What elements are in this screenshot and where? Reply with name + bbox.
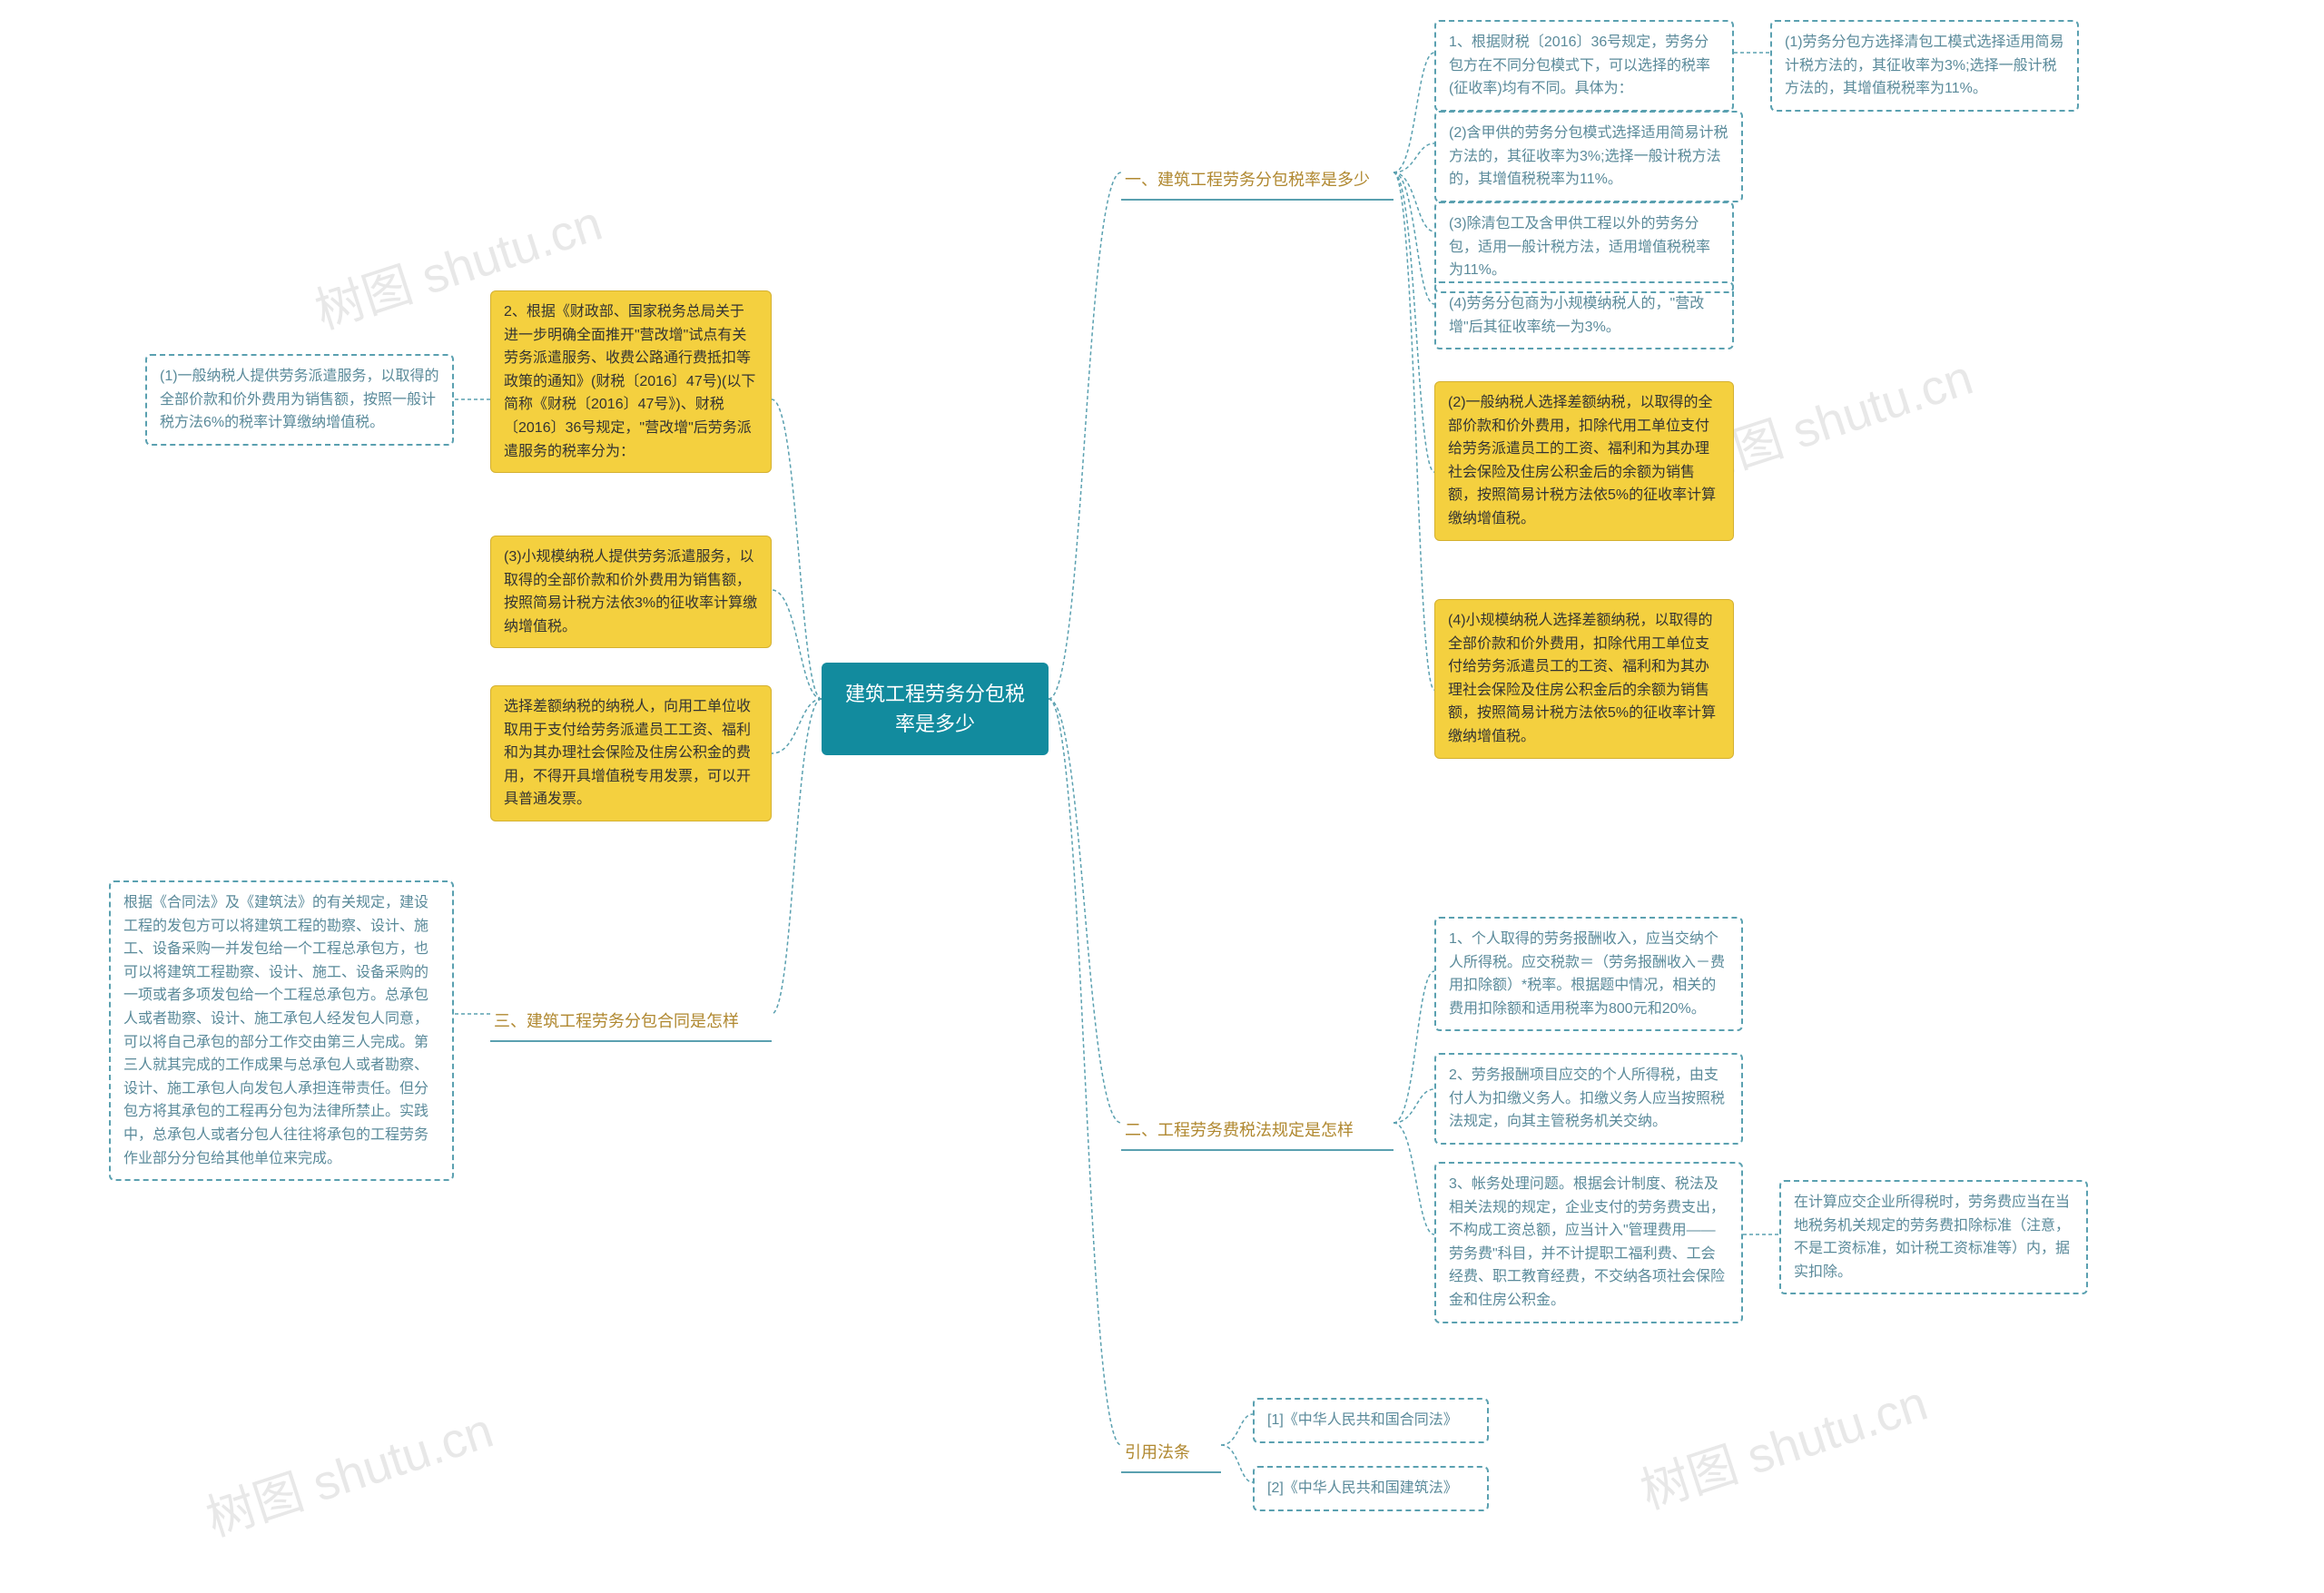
node-l2-1[interactable]: 2、根据《财政部、国家税务总局关于进一步明确全面推开"营改增"试点有关劳务派遣服… bbox=[490, 290, 772, 473]
node-l2-3[interactable]: 选择差额纳税的纳税人，向用工单位收取用于支付给劳务派遣员工工资、福利和为其办理社… bbox=[490, 685, 772, 821]
branch-2[interactable]: 二、工程劳务费税法规定是怎样 bbox=[1121, 1112, 1393, 1151]
branch-4[interactable]: 三、建筑工程劳务分包合同是怎样 bbox=[490, 1003, 772, 1042]
node-r1-5[interactable]: (2)一般纳税人选择差额纳税，以取得的全部价款和价外费用，扣除代用工单位支付给劳… bbox=[1434, 381, 1734, 541]
node-r1-1a[interactable]: (1)劳务分包方选择清包工模式选择适用简易计税方法的，其征收率为3%;选择一般计… bbox=[1770, 20, 2079, 112]
node-r3-2[interactable]: [2]《中华人民共和国建筑法》 bbox=[1253, 1466, 1489, 1511]
branch-3[interactable]: 引用法条 bbox=[1121, 1434, 1221, 1473]
watermark: 树图 shutu.cn bbox=[1630, 1362, 1935, 1522]
node-r2-1[interactable]: 1、个人取得的劳务报酬收入，应当交纳个人所得税。应交税款＝（劳务报酬收入－费用扣… bbox=[1434, 917, 1743, 1031]
node-r1-2[interactable]: (2)含甲供的劳务分包模式选择适用简易计税方法的，其征收率为3%;选择一般计税方… bbox=[1434, 111, 1743, 202]
node-l4-1[interactable]: 根据《合同法》及《建筑法》的有关规定，建设工程的发包方可以将建筑工程的勘察、设计… bbox=[109, 880, 454, 1181]
node-r2-3a[interactable]: 在计算应交企业所得税时，劳务费应当在当地税务机关规定的劳务费扣除标准（注意，不是… bbox=[1779, 1180, 2088, 1294]
node-r1-6[interactable]: (4)小规模纳税人选择差额纳税，以取得的全部价款和价外费用，扣除代用工单位支付给… bbox=[1434, 599, 1734, 759]
node-r3-1[interactable]: [1]《中华人民共和国合同法》 bbox=[1253, 1398, 1489, 1443]
node-r2-2[interactable]: 2、劳务报酬项目应交的个人所得税，由支付人为扣缴义务人。扣缴义务人应当按照税法规… bbox=[1434, 1053, 1743, 1145]
branch-1[interactable]: 一、建筑工程劳务分包税率是多少 bbox=[1121, 162, 1393, 201]
node-r1-3[interactable]: (3)除清包工及含甲供工程以外的劳务分包，适用一般计税方法，适用增值税税率为11… bbox=[1434, 202, 1734, 293]
node-r2-3[interactable]: 3、帐务处理问题。根据会计制度、税法及相关法规的规定，企业支付的劳务费支出，不构… bbox=[1434, 1162, 1743, 1323]
node-r1-4[interactable]: (4)劳务分包商为小规模纳税人的，"营改增"后其征收率统一为3%。 bbox=[1434, 281, 1734, 349]
node-l2-2[interactable]: (3)小规模纳税人提供劳务派遣服务，以取得的全部价款和价外费用为销售额，按照简易… bbox=[490, 536, 772, 648]
node-l2-1a[interactable]: (1)一般纳税人提供劳务派遣服务，以取得的全部价款和价外费用为销售额，按照一般计… bbox=[145, 354, 454, 446]
center-node[interactable]: 建筑工程劳务分包税率是多少 bbox=[822, 663, 1049, 755]
connector-layer bbox=[0, 0, 2324, 1593]
watermark: 树图 shutu.cn bbox=[196, 1390, 501, 1549]
node-r1-1[interactable]: 1、根据财税〔2016〕36号规定，劳务分包方在不同分包模式下，可以选择的税率(… bbox=[1434, 20, 1734, 112]
